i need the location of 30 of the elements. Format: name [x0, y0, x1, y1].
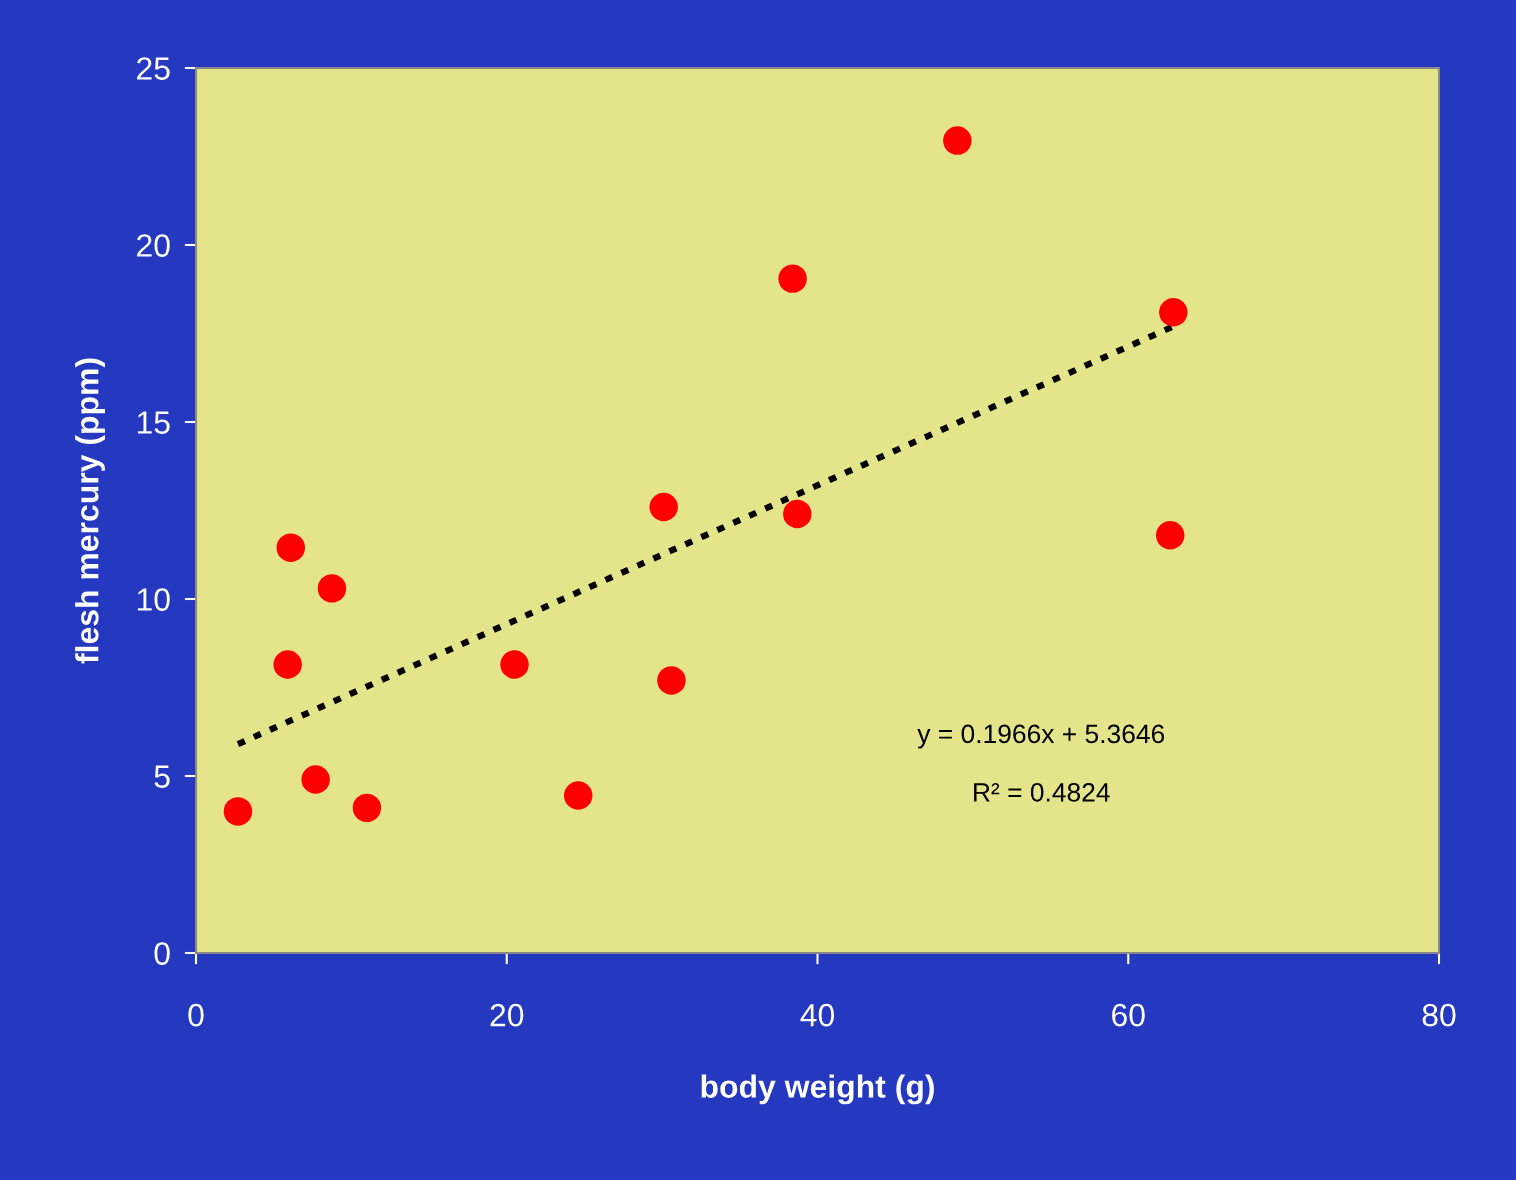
x-axis-title: body weight (g)	[701, 1074, 934, 1105]
point	[352, 793, 382, 823]
y-axis-title: flesh mercury (ppm)	[75, 358, 105, 664]
point	[1155, 521, 1185, 550]
point	[657, 666, 686, 695]
point	[276, 533, 306, 562]
point	[223, 797, 253, 826]
y-tick-label: 10	[137, 588, 170, 611]
annotation: y = 0.1966x + 5.3646	[917, 724, 1165, 749]
y-tick-label: 20	[137, 234, 170, 257]
x-tick-label: 0	[188, 1003, 204, 1027]
y-tick-label: 25	[137, 57, 170, 80]
point	[301, 765, 330, 794]
y-tick-label: 0	[154, 942, 170, 965]
x-tick-label: 40	[800, 1003, 835, 1027]
point	[273, 650, 302, 679]
point	[500, 650, 529, 679]
point	[317, 574, 347, 603]
point	[649, 492, 678, 522]
y-tick-label: 15	[137, 411, 170, 434]
point	[943, 126, 972, 155]
x-tick-label: 80	[1422, 1003, 1456, 1027]
point	[778, 264, 807, 293]
x-tick-label: 20	[490, 1003, 524, 1027]
y-tick-label: 5	[154, 765, 170, 788]
point	[1159, 298, 1188, 327]
x-tick-label: 60	[1112, 1003, 1145, 1027]
point	[563, 781, 593, 810]
point	[783, 499, 812, 529]
annotation: R² = 0.4824	[974, 782, 1110, 802]
